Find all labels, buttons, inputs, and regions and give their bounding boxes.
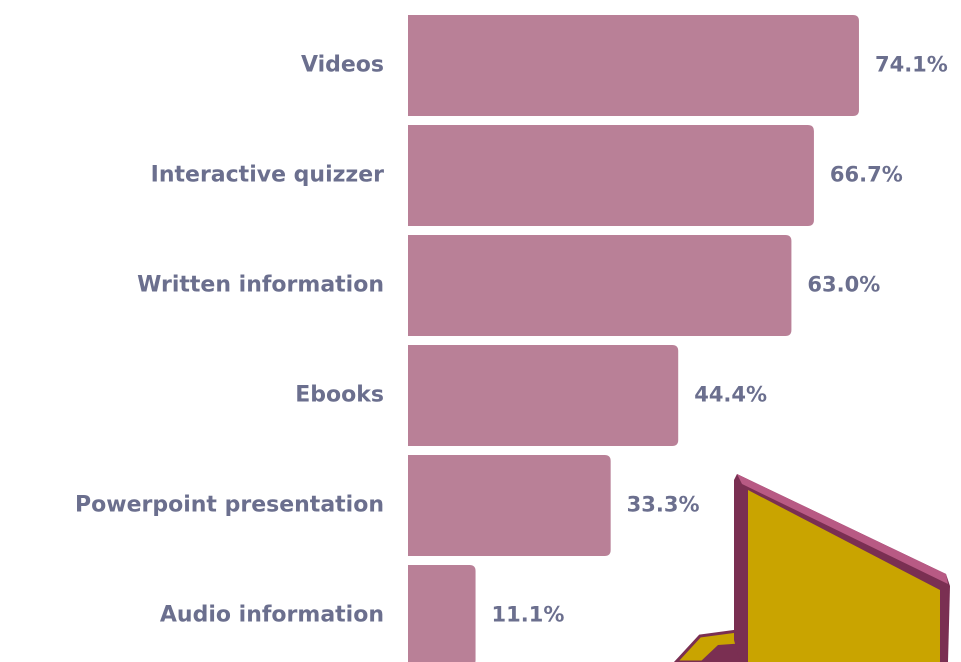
category-label: Audio information bbox=[160, 603, 384, 628]
bar bbox=[408, 15, 859, 116]
value-label: 11.1% bbox=[492, 603, 565, 627]
category-label: Ebooks bbox=[295, 383, 384, 408]
value-label: 66.7% bbox=[830, 163, 903, 187]
category-label: Powerpoint presentation bbox=[75, 493, 384, 518]
bar bbox=[408, 565, 476, 662]
bar bbox=[408, 345, 678, 446]
value-label: 63.0% bbox=[807, 273, 880, 297]
bar bbox=[408, 125, 814, 226]
bar bbox=[408, 455, 611, 556]
value-label: 33.3% bbox=[627, 493, 700, 517]
bar bbox=[408, 235, 791, 336]
category-label: Videos bbox=[301, 53, 384, 78]
value-label: 74.1% bbox=[875, 53, 948, 77]
laptop-illustration bbox=[676, 474, 950, 662]
category-label: Interactive quizzer bbox=[151, 163, 384, 188]
category-label: Written information bbox=[137, 273, 384, 298]
chart: Videos 74.1% Interactive quizzer 66.7% Writt… bbox=[0, 0, 961, 662]
value-label: 44.4% bbox=[694, 383, 767, 407]
